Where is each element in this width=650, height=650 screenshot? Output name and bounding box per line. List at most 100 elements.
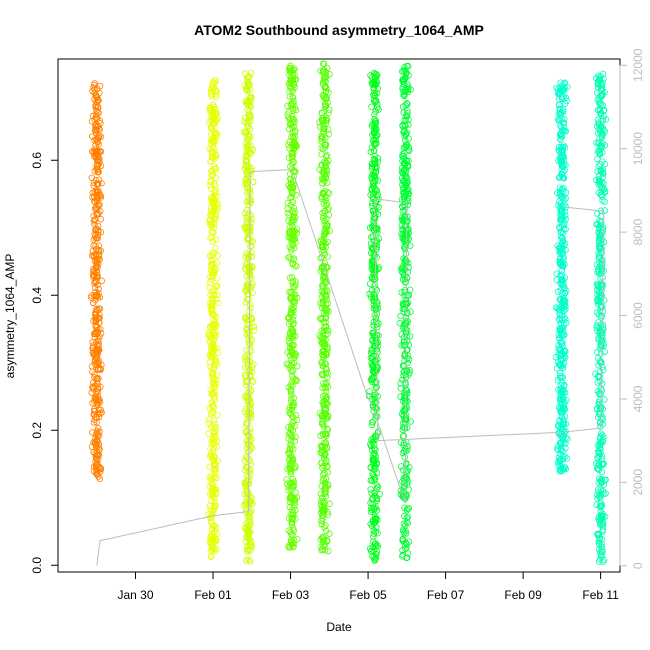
data-point — [321, 178, 328, 185]
data-point — [248, 97, 255, 104]
data-point — [212, 152, 220, 160]
data-point — [94, 136, 101, 143]
data-point — [289, 316, 297, 324]
data-point — [320, 405, 328, 412]
data-point — [318, 138, 325, 145]
data-point — [93, 305, 101, 313]
data-point — [209, 79, 216, 86]
data-point — [211, 468, 219, 475]
data-point — [212, 356, 219, 363]
data-point — [318, 134, 326, 141]
data-point — [318, 517, 325, 525]
data-point — [291, 118, 298, 125]
data-point — [324, 508, 331, 516]
data-point — [290, 207, 297, 215]
data-point — [97, 162, 105, 170]
data-point — [289, 479, 297, 487]
data-point — [250, 323, 257, 330]
data-point — [94, 162, 101, 170]
data-point — [94, 429, 101, 436]
data-point — [323, 538, 331, 545]
data-point — [90, 348, 97, 355]
data-point — [320, 243, 327, 250]
data-point — [287, 288, 294, 296]
data-point — [601, 556, 608, 564]
data-point — [288, 346, 295, 353]
data-point — [289, 87, 296, 94]
data-point — [287, 295, 294, 302]
data-point — [245, 389, 252, 396]
data-point — [320, 268, 328, 275]
data-point — [594, 210, 601, 217]
data-point — [242, 356, 249, 364]
data-point — [94, 180, 101, 187]
data-point — [209, 485, 216, 493]
data-point — [318, 151, 325, 158]
data-point — [209, 436, 216, 444]
data-point — [286, 224, 293, 231]
data-point — [242, 140, 250, 147]
data-point — [96, 82, 104, 90]
data-point — [291, 501, 298, 509]
x-tick-label: Feb 09 — [504, 588, 542, 602]
data-point — [287, 345, 294, 352]
data-point — [89, 271, 97, 278]
data-point — [320, 400, 327, 408]
data-point — [246, 221, 253, 229]
data-point — [321, 469, 328, 477]
data-point — [324, 206, 331, 214]
data-point — [246, 118, 254, 125]
data-point — [320, 339, 327, 346]
data-point — [244, 411, 251, 419]
y2-tick-label: 8000 — [631, 218, 645, 245]
data-point — [318, 241, 326, 249]
data-point — [247, 304, 254, 312]
data-point — [289, 509, 297, 516]
data-point — [292, 141, 300, 148]
data-point — [90, 272, 98, 279]
data-point — [290, 483, 297, 490]
data-point — [247, 69, 255, 77]
data-point — [289, 161, 296, 168]
data-point — [211, 188, 219, 195]
data-point — [213, 259, 221, 266]
data-point — [323, 224, 330, 232]
data-point — [209, 250, 216, 257]
data-point — [211, 533, 219, 540]
data-point — [210, 456, 217, 463]
data-point — [322, 439, 329, 446]
data-point — [292, 239, 299, 246]
data-point — [287, 470, 294, 477]
index-line — [96, 168, 605, 566]
data-point — [97, 410, 104, 417]
data-point — [95, 397, 102, 405]
data-point — [247, 461, 255, 468]
data-point — [97, 148, 105, 155]
data-point — [92, 130, 100, 137]
data-point — [324, 426, 332, 433]
points-layer — [88, 60, 610, 565]
data-point — [289, 458, 296, 465]
data-point — [285, 154, 293, 162]
data-point — [293, 377, 300, 384]
data-point — [321, 228, 329, 235]
data-point — [97, 216, 104, 223]
data-point — [291, 129, 299, 136]
data-point — [318, 304, 326, 312]
data-point — [321, 207, 329, 215]
data-point — [91, 411, 98, 418]
data-point — [93, 419, 100, 426]
data-point — [318, 547, 325, 554]
data-point — [207, 363, 214, 370]
data-point — [290, 399, 297, 406]
data-point — [93, 397, 100, 405]
data-point — [91, 80, 98, 87]
index-line-layer — [96, 168, 605, 566]
data-point — [95, 141, 102, 148]
data-point — [92, 311, 99, 318]
data-point — [322, 142, 329, 149]
data-point — [243, 557, 250, 564]
data-point — [96, 333, 103, 340]
data-point — [95, 176, 103, 183]
data-point — [321, 523, 328, 531]
